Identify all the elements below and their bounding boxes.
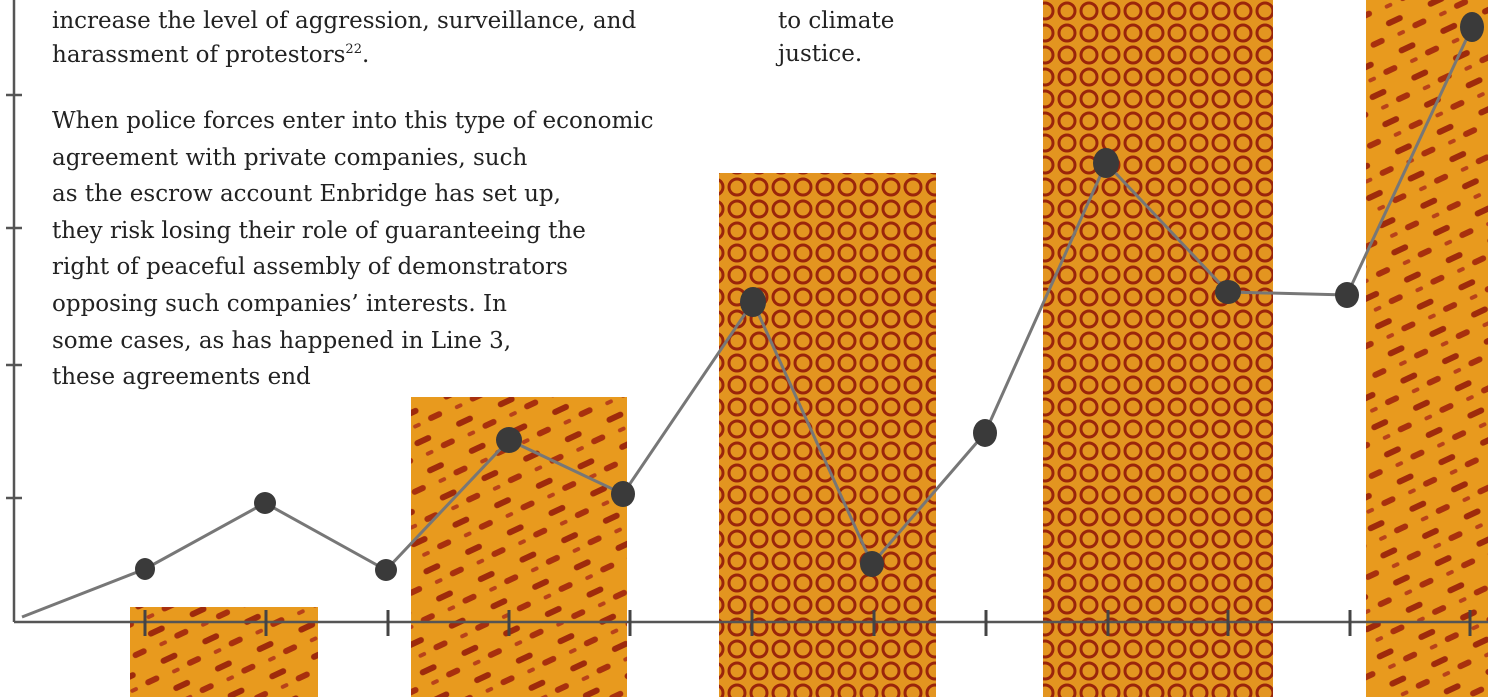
text-line: some cases, as has happened in Line 3, bbox=[52, 327, 512, 354]
text: agreement with private companies, such bbox=[52, 144, 528, 171]
punctuation: . bbox=[361, 42, 370, 68]
text: these agreements end bbox=[52, 364, 311, 391]
text-line: opposing such companies’ interests. In bbox=[52, 293, 507, 316]
text: right of peaceful assembly of demonstrat… bbox=[52, 254, 568, 281]
text-line: When police forces enter into this type … bbox=[52, 110, 654, 133]
bars bbox=[130, 0, 1488, 697]
text-line: to climate bbox=[778, 10, 894, 33]
text: as the escrow account Enbridge has set u… bbox=[52, 181, 561, 208]
text-line: harassment of protestors22. bbox=[52, 43, 369, 67]
text-line: these agreements end bbox=[52, 366, 311, 389]
text: justice. bbox=[778, 41, 863, 67]
footnote: 22 bbox=[345, 42, 362, 57]
text-line: they risk losing their role of guarantee… bbox=[52, 217, 586, 244]
text: When police forces enter into this type … bbox=[52, 108, 654, 134]
text: opposing such companies’ interests. In bbox=[52, 291, 507, 317]
text: harassment of protestors bbox=[52, 42, 346, 68]
text: to climate bbox=[778, 8, 895, 34]
text: some cases, as has happened in Line 3, bbox=[52, 327, 512, 354]
text-line: right of peaceful assembly of demonstrat… bbox=[52, 256, 568, 279]
text-line: agreement with private companies, such bbox=[52, 144, 528, 171]
x-ticks bbox=[143, 610, 1472, 636]
text: increase the level of aggression, survei… bbox=[52, 8, 637, 34]
text: they risk losing their role of guarantee… bbox=[52, 217, 586, 244]
text-line: increase the level of aggression, survei… bbox=[52, 10, 636, 33]
text-line: justice. bbox=[778, 43, 862, 66]
points bbox=[135, 12, 1484, 581]
text-line: as the escrow account Enbridge has set u… bbox=[52, 183, 561, 206]
